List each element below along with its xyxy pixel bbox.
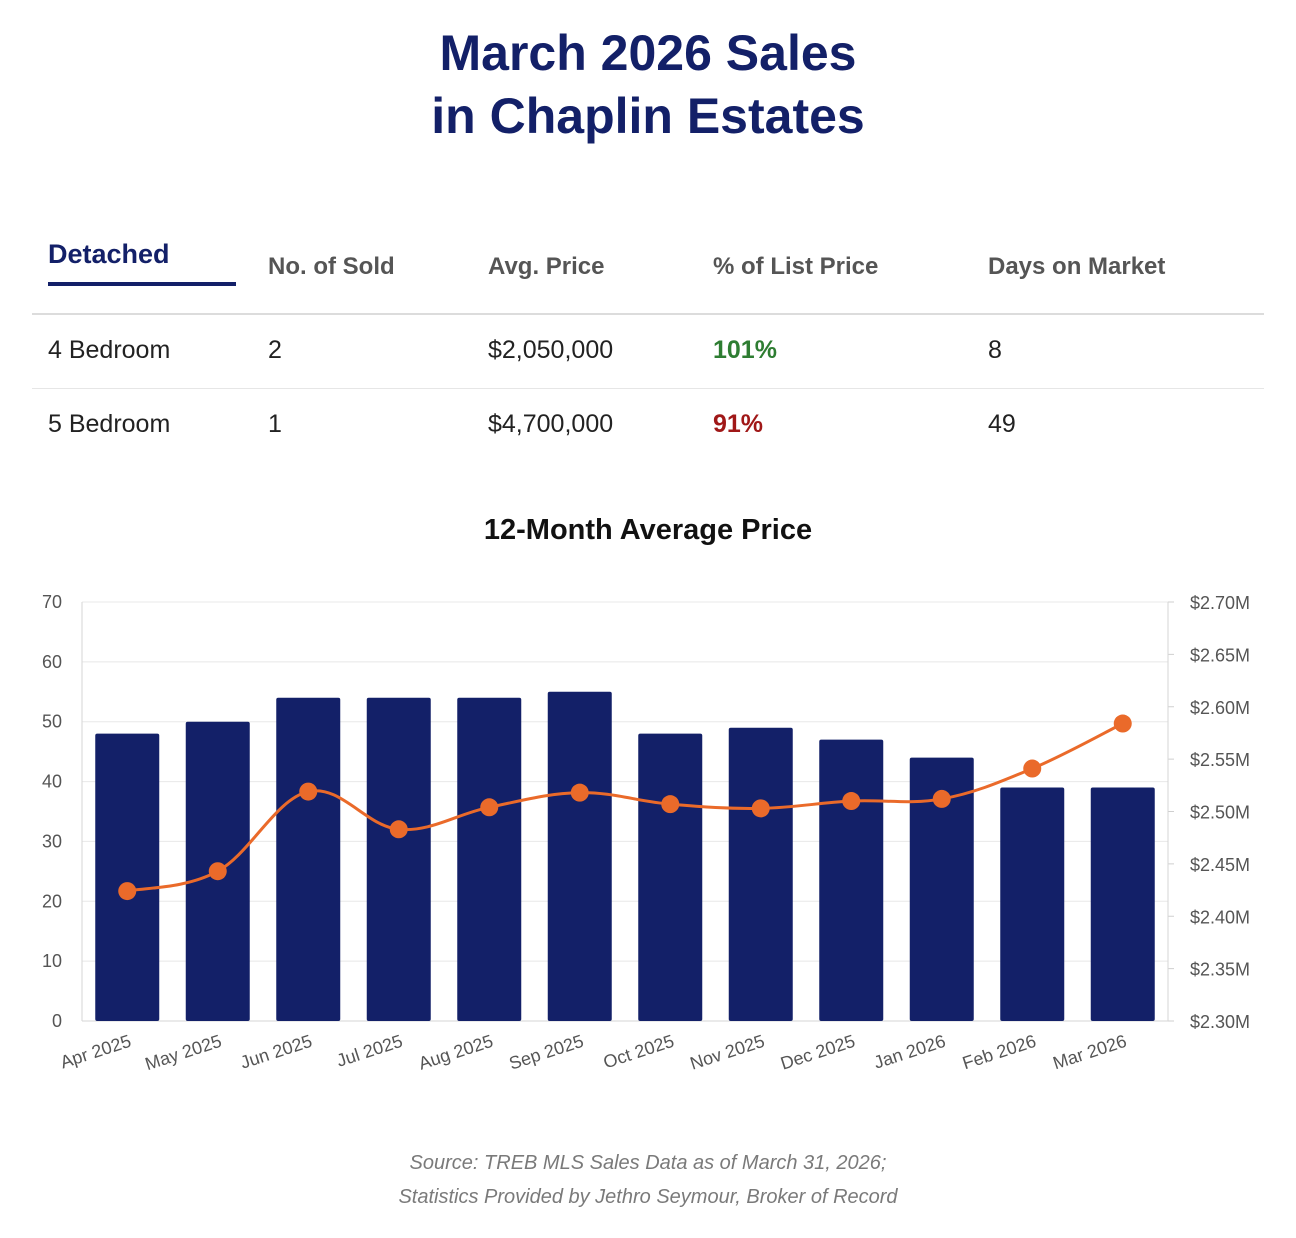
y-right-tick-label: $2.60M xyxy=(1190,698,1250,718)
price-point xyxy=(751,799,770,818)
bar xyxy=(547,691,612,1021)
price-point xyxy=(208,862,227,881)
tab-detached[interactable]: Detached xyxy=(48,239,236,286)
sold-count: 2 xyxy=(268,336,282,364)
y-left-tick-label: 30 xyxy=(42,831,62,851)
price-point xyxy=(299,782,318,801)
x-tick-label: Dec 2025 xyxy=(778,1031,857,1074)
days-on-market: 8 xyxy=(988,336,1002,364)
x-tick-label: Sep 2025 xyxy=(507,1031,586,1074)
header-pct-list-price: % of List Price xyxy=(713,253,879,280)
avg-price: $4,700,000 xyxy=(488,410,614,438)
bar xyxy=(366,697,431,1021)
stats-header-row: Detached No. of Sold Avg. Price % of Lis… xyxy=(32,226,1264,315)
y-left-tick-label: 60 xyxy=(42,652,62,672)
price-point xyxy=(661,795,680,814)
price-point xyxy=(932,789,951,808)
bar xyxy=(728,727,793,1021)
y-right-tick-label: $2.70M xyxy=(1190,593,1250,613)
page-title: March 2026 Sales in Chaplin Estates xyxy=(0,22,1296,148)
bar xyxy=(457,697,522,1021)
x-tick-label: Feb 2026 xyxy=(960,1031,1039,1074)
x-tick-label: Jun 2025 xyxy=(238,1031,315,1073)
y-right-tick-label: $2.40M xyxy=(1190,907,1250,927)
sold-count: 1 xyxy=(268,410,282,438)
bar xyxy=(638,733,703,1021)
y-right-tick-label: $2.45M xyxy=(1190,855,1250,875)
y-left-tick-label: 50 xyxy=(42,712,62,732)
y-right-tick-label: $2.55M xyxy=(1190,750,1250,770)
x-tick-label: Aug 2025 xyxy=(416,1031,495,1074)
price-point xyxy=(570,783,589,802)
price-point xyxy=(1023,759,1042,778)
source-note: Source: TREB MLS Sales Data as of March … xyxy=(0,1146,1296,1214)
y-left-tick-label: 0 xyxy=(52,1011,62,1031)
average-price-chart: 0 10 20 30 40 50 60 70 $2.30M $2.35M $2.40M $2.45M $… xyxy=(42,592,1250,1074)
pct-list-price: 91% xyxy=(713,410,764,438)
bedroom-type: 5 Bedroom xyxy=(48,410,171,438)
title-line-1: March 2026 Sales xyxy=(439,25,857,81)
bar xyxy=(909,757,974,1021)
header-avg-price: Avg. Price xyxy=(488,253,605,280)
bar xyxy=(95,733,160,1021)
pct-list-price: 101% xyxy=(713,336,777,364)
bar xyxy=(1090,787,1155,1021)
title-line-2: in Chaplin Estates xyxy=(431,88,865,144)
price-line xyxy=(126,722,1124,893)
bedroom-type: 4 Bedroom xyxy=(48,336,171,364)
y-right-tick-label: $2.65M xyxy=(1190,645,1250,665)
table-row: 5 Bedroom 1 $4,700,000 91% 49 xyxy=(32,389,1264,462)
bar xyxy=(819,739,884,1021)
y-right-tick-label: $2.35M xyxy=(1190,960,1250,980)
price-point xyxy=(480,798,499,817)
bar xyxy=(276,697,341,1021)
x-tick-label: Apr 2025 xyxy=(58,1031,134,1073)
x-tick-label: Jul 2025 xyxy=(334,1031,405,1071)
sales-stats-table: Detached No. of Sold Avg. Price % of Lis… xyxy=(32,226,1264,462)
x-tick-label: May 2025 xyxy=(143,1031,224,1074)
table-row: 4 Bedroom 2 $2,050,000 101% 8 xyxy=(32,315,1264,389)
price-point xyxy=(842,792,861,811)
y-right-tick-label: $2.50M xyxy=(1190,803,1250,823)
chart-title: 12-Month Average Price xyxy=(483,514,813,546)
x-tick-label: Mar 2026 xyxy=(1050,1031,1129,1074)
x-tick-label: Nov 2025 xyxy=(688,1031,767,1074)
source-line-1: Source: TREB MLS Sales Data as of March … xyxy=(409,1152,887,1174)
source-line-2: Statistics Provided by Jethro Seymour, B… xyxy=(398,1186,898,1208)
price-point xyxy=(1113,714,1132,733)
price-point xyxy=(389,820,408,839)
y-right-tick-label: $2.30M xyxy=(1190,1012,1250,1032)
days-on-market: 49 xyxy=(988,410,1016,438)
y-left-tick-label: 20 xyxy=(42,891,62,911)
y-left-tick-label: 10 xyxy=(42,951,62,971)
header-days-on-market: Days on Market xyxy=(988,253,1166,280)
avg-price: $2,050,000 xyxy=(488,336,614,364)
x-tick-label: Jan 2026 xyxy=(871,1031,948,1073)
header-no-of-sold: No. of Sold xyxy=(268,253,395,280)
price-point xyxy=(118,882,137,901)
y-left-tick-label: 70 xyxy=(42,592,62,612)
x-tick-label: Oct 2025 xyxy=(601,1031,677,1073)
y-left-tick-label: 40 xyxy=(42,772,62,792)
bar xyxy=(1000,787,1065,1021)
